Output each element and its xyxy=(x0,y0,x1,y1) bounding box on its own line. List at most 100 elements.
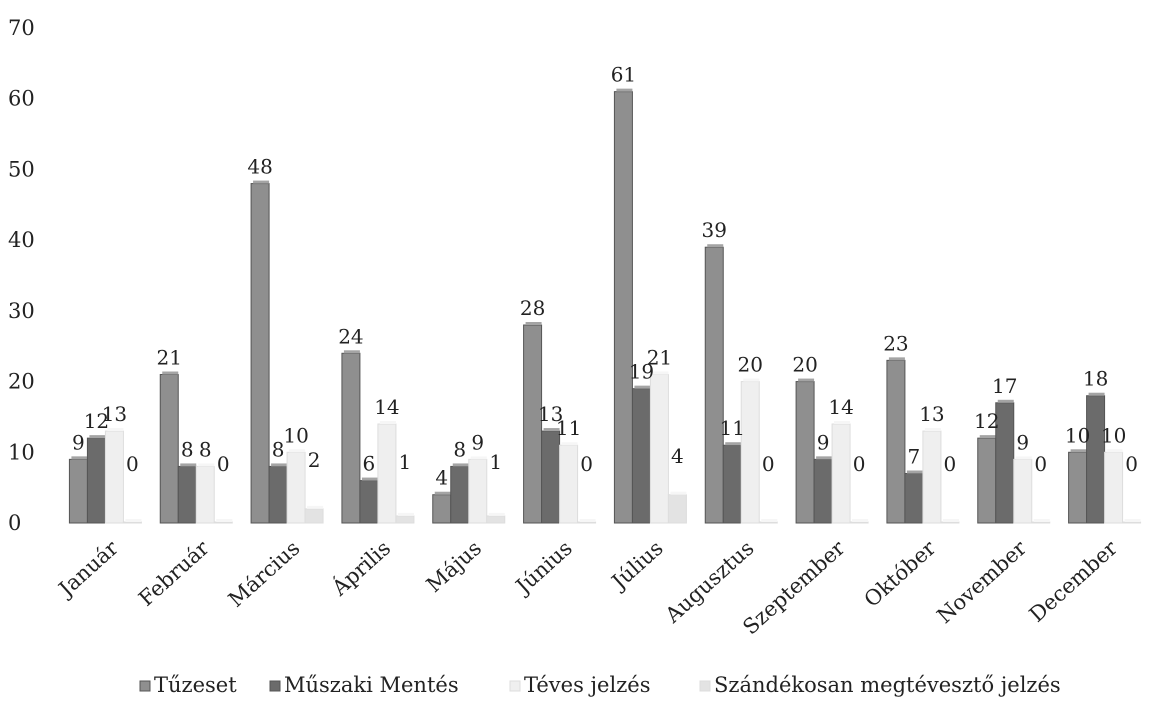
data-label-series0-cat11: 10 xyxy=(1065,423,1090,447)
bar-top-series0-cat4 xyxy=(434,491,451,495)
bar-top-series2-cat8 xyxy=(834,421,851,424)
bar-series1-cat1 xyxy=(177,465,197,524)
bar-series1-cat7 xyxy=(722,444,742,524)
bar-top-series0-cat6 xyxy=(616,88,633,92)
category-label-5: Június xyxy=(510,536,577,600)
bar-series1-cat4 xyxy=(450,465,470,524)
legend-swatch-2 xyxy=(509,680,521,692)
data-label-series3-cat3: 1 xyxy=(399,450,412,474)
bar-group-3 xyxy=(341,350,415,524)
bar-series2-cat11 xyxy=(1104,451,1124,524)
category-label-9: Október xyxy=(860,535,941,612)
category-label-3: Április xyxy=(327,536,396,601)
bar-top-series2-cat0 xyxy=(107,428,124,432)
data-label-series1-cat6: 19 xyxy=(629,360,654,384)
y-tick-label-2: 20 xyxy=(8,370,35,394)
bar-top-series2-cat3 xyxy=(379,421,396,424)
data-label-series1-cat0: 12 xyxy=(84,409,109,433)
bar-group-5 xyxy=(523,322,597,524)
bar-series2-cat7 xyxy=(740,381,760,524)
y-tick-label-5: 50 xyxy=(8,157,35,181)
data-label-series1-cat8: 9 xyxy=(817,430,830,454)
data-label-series2-cat1: 8 xyxy=(199,437,212,461)
data-label-series3-cat6: 4 xyxy=(671,444,684,468)
bar-series1-cat9 xyxy=(904,473,924,524)
legend-swatch-0 xyxy=(139,680,151,692)
data-label-series0-cat5: 28 xyxy=(520,296,545,320)
bar-series3-cat8 xyxy=(849,521,869,524)
bar-group-8 xyxy=(795,378,869,524)
data-label-series0-cat4: 4 xyxy=(435,466,448,490)
bar-group-4 xyxy=(432,456,506,524)
y-tick-label-3: 30 xyxy=(8,299,35,323)
bar-series1-cat8 xyxy=(813,458,833,524)
data-label-series0-cat10: 12 xyxy=(974,409,999,433)
data-label-series1-cat2: 8 xyxy=(272,437,285,461)
bar-top-series2-cat2 xyxy=(289,449,306,453)
data-label-series1-cat3: 6 xyxy=(363,452,376,476)
bar-series3-cat6 xyxy=(667,494,687,524)
legend-label-3: Szándékosan megtévesztő jelzés xyxy=(714,673,1061,697)
data-label-series2-cat9: 13 xyxy=(919,402,944,426)
bar-group-7 xyxy=(704,244,778,524)
bar-series3-cat9 xyxy=(940,521,960,524)
bar-series1-cat2 xyxy=(268,465,288,524)
bar-group-0 xyxy=(68,428,142,524)
data-label-series3-cat10: 0 xyxy=(1034,452,1047,476)
bar-group-11 xyxy=(1068,392,1142,524)
y-tick-label-6: 60 xyxy=(8,87,35,111)
bar-series1-cat3 xyxy=(359,480,379,524)
data-label-series3-cat2: 2 xyxy=(308,448,321,472)
bar-top-series2-cat4 xyxy=(470,456,487,460)
bar-series3-cat10 xyxy=(1031,521,1051,524)
bar-top-series3-cat10 xyxy=(1033,519,1050,522)
y-axis: 0 10 20 30 40 50 60 70 xyxy=(8,16,35,535)
bar-top-series0-cat10 xyxy=(979,435,996,439)
data-label-series2-cat4: 9 xyxy=(471,430,484,454)
data-label-series2-cat10: 9 xyxy=(1016,430,1029,454)
bar-groups xyxy=(68,88,1142,524)
bar-top-series3-cat11 xyxy=(1124,519,1141,522)
data-label-series2-cat2: 10 xyxy=(283,423,308,447)
data-label-series2-cat11: 10 xyxy=(1101,423,1126,447)
y-tick-label-7: 70 xyxy=(8,16,35,40)
legend: Tűzeset Műszaki Mentés Téves jelzés Szándék… xyxy=(139,673,1061,697)
bar-top-series1-cat0 xyxy=(89,435,106,439)
bar-top-series0-cat7 xyxy=(707,244,724,248)
bar-top-series0-cat1 xyxy=(162,371,179,375)
bar-top-series1-cat9 xyxy=(906,470,923,474)
data-label-series2-cat7: 20 xyxy=(738,353,763,377)
category-label-10: November xyxy=(932,535,1031,628)
legend-label-0: Tűzeset xyxy=(154,673,237,697)
bar-series0-cat6 xyxy=(613,91,633,524)
bar-series3-cat2 xyxy=(304,508,324,524)
bar-top-series2-cat6 xyxy=(652,371,669,375)
bar-top-series2-cat5 xyxy=(561,442,578,446)
bar-series2-cat4 xyxy=(468,458,488,524)
data-label-series0-cat6: 61 xyxy=(611,63,636,87)
bar-series0-cat11 xyxy=(1068,451,1088,524)
data-label-series0-cat0: 9 xyxy=(72,430,85,454)
bar-series1-cat5 xyxy=(541,430,561,524)
data-label-series1-cat7: 11 xyxy=(720,416,745,440)
bar-top-series0-cat9 xyxy=(888,357,905,361)
bar-top-series1-cat6 xyxy=(634,385,651,389)
bar-top-series1-cat7 xyxy=(725,442,742,446)
bar-group-6 xyxy=(613,88,687,524)
data-label-series1-cat4: 8 xyxy=(453,437,466,461)
bar-series2-cat2 xyxy=(286,451,306,524)
bar-series3-cat5 xyxy=(577,521,597,524)
bar-top-series1-cat3 xyxy=(361,477,378,481)
category-label-0: Január xyxy=(53,535,124,602)
data-label-series0-cat3: 24 xyxy=(338,324,363,348)
bar-series2-cat5 xyxy=(559,444,579,524)
data-label-series3-cat9: 0 xyxy=(944,452,957,476)
data-label-series2-cat3: 14 xyxy=(374,395,399,419)
data-label-series2-cat0: 13 xyxy=(102,402,127,426)
bar-series3-cat7 xyxy=(758,521,778,524)
bar-series0-cat2 xyxy=(250,183,270,524)
data-label-series3-cat1: 0 xyxy=(217,452,230,476)
category-label-6: Július xyxy=(606,536,668,595)
bar-top-series3-cat8 xyxy=(852,519,869,522)
